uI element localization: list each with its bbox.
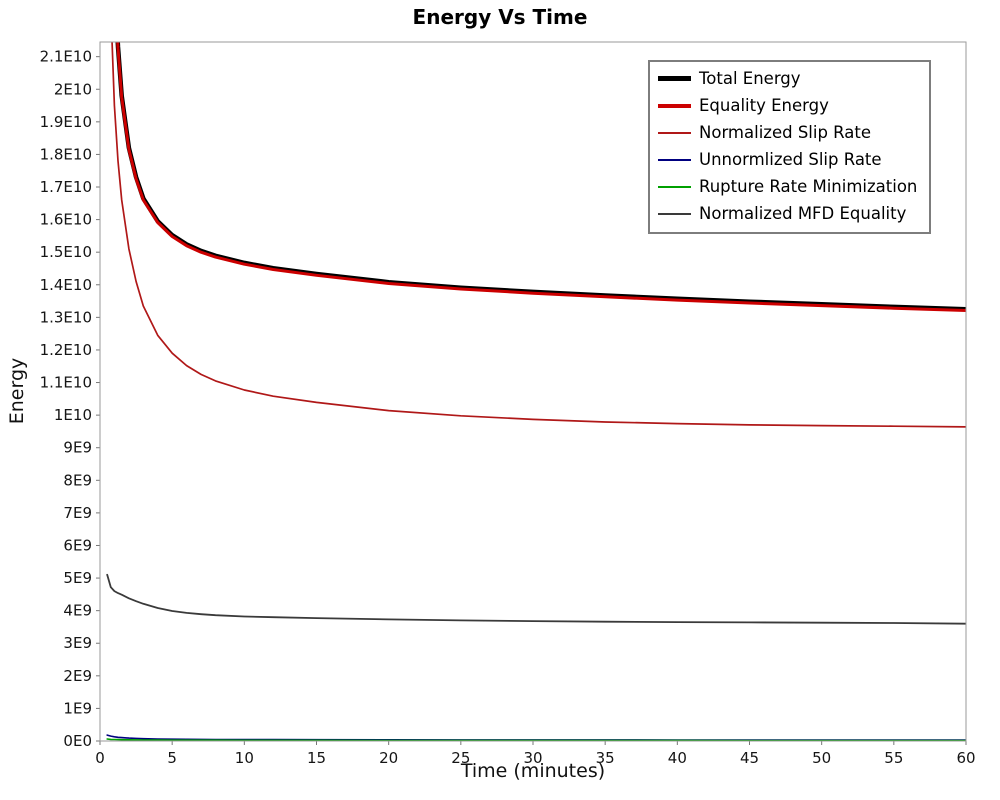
legend: Total Energy Equality Energy Normalized Sl…: [648, 60, 932, 234]
series-line-normalized-mfd-equality: [106, 573, 966, 625]
y-tick-label: 5E9: [63, 569, 92, 587]
legend-item-normalized-slip-rate: Normalized Slip Rate: [658, 119, 917, 146]
chart-title: Energy Vs Time: [412, 5, 588, 29]
legend-item-normalized-mfd-equality: Normalized MFD Equality: [658, 200, 917, 227]
x-tick-label: 50: [812, 749, 831, 767]
legend-item-unnormlized-slip-rate: Unnormlized Slip Rate: [658, 146, 917, 173]
legend-item-total-energy: Total Energy: [658, 65, 917, 92]
x-tick-label: 15: [307, 749, 326, 767]
legend-item-rupture-rate-minimization: Rupture Rate Minimization: [658, 173, 917, 200]
y-tick-label: 1.3E10: [40, 308, 92, 326]
y-tick-label: 1.6E10: [40, 211, 92, 229]
legend-label: Equality Energy: [699, 96, 829, 115]
y-tick-label: 3E9: [63, 634, 92, 652]
legend-swatch-total-energy: [658, 76, 691, 81]
legend-item-equality-energy: Equality Energy: [658, 92, 917, 119]
x-tick-label: 55: [884, 749, 903, 767]
legend-label: Normalized Slip Rate: [699, 123, 872, 142]
y-tick-label: 7E9: [63, 504, 92, 522]
y-tick-label: 1E9: [63, 699, 92, 717]
y-tick-label: 1E10: [54, 406, 92, 424]
legend-label: Total Energy: [699, 69, 801, 88]
legend-swatch-rupture-rate-minimization: [658, 185, 691, 188]
legend-label: Normalized MFD Equality: [699, 204, 907, 223]
legend-swatch-equality-energy: [658, 103, 691, 108]
x-tick-label: 30: [523, 749, 542, 767]
x-tick-label: 40: [668, 749, 687, 767]
y-tick-label: 1.9E10: [40, 113, 92, 131]
x-tick-label: 35: [596, 749, 615, 767]
y-tick-label: 1.8E10: [40, 145, 92, 163]
legend-swatch-normalized-slip-rate: [658, 131, 691, 134]
x-tick-label: 0: [95, 749, 105, 767]
legend-swatch-unnormlized-slip-rate: [658, 158, 691, 161]
x-axis-label: Time (minutes): [460, 760, 606, 782]
x-tick-label: 5: [167, 749, 177, 767]
y-tick-label: 9E9: [63, 439, 92, 457]
x-tick-label: 60: [956, 749, 975, 767]
legend-label: Unnormlized Slip Rate: [699, 150, 882, 169]
legend-swatch-normalized-mfd-equality: [658, 212, 691, 215]
y-tick-label: 2E9: [63, 667, 92, 685]
y-tick-label: 4E9: [63, 602, 92, 620]
y-tick-label: 2.1E10: [40, 48, 92, 66]
y-tick-label: 6E9: [63, 536, 92, 554]
y-tick-label: 1.4E10: [40, 276, 92, 294]
x-tick-label: 45: [740, 749, 759, 767]
y-tick-label: 1.2E10: [40, 341, 92, 359]
legend-label: Rupture Rate Minimization: [699, 177, 918, 196]
y-tick-label: 8E9: [63, 471, 92, 489]
y-tick-label: 2E10: [54, 80, 92, 98]
y-tick-label: 1.1E10: [40, 374, 92, 392]
y-tick-label: 0E0: [63, 732, 92, 750]
y-tick-label: 1.7E10: [40, 178, 92, 196]
series-line-equality-energy: [116, 42, 966, 312]
x-tick-label: 20: [379, 749, 398, 767]
y-tick-label: 1.5E10: [40, 243, 92, 261]
x-tick-label: 25: [451, 749, 470, 767]
x-tick-label: 10: [235, 749, 254, 767]
series-line-rupture-rate-minimization: [106, 738, 966, 741]
series-line-normalized-slip-rate: [111, 42, 966, 428]
